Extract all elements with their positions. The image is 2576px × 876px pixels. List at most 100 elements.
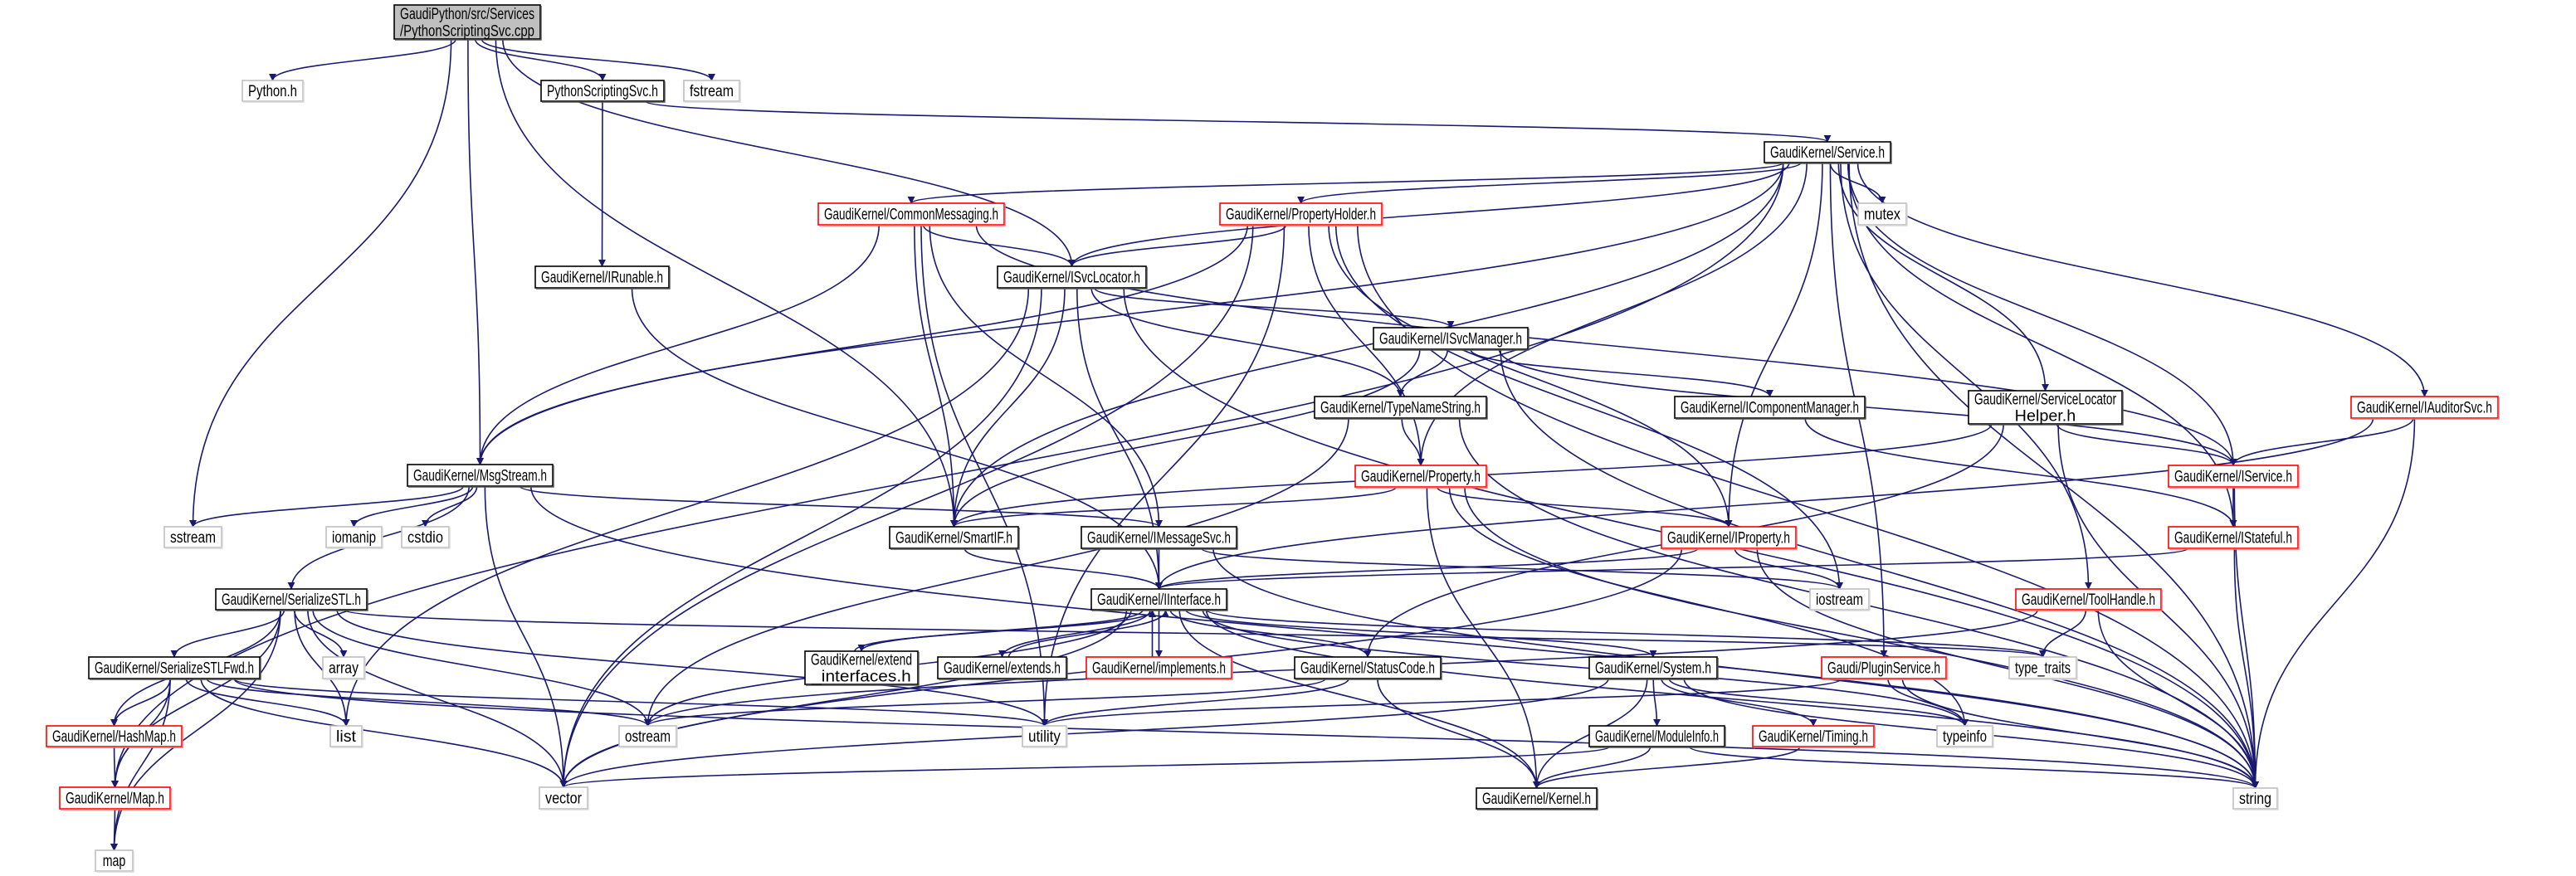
edge-service-to-iproperty: [1725, 162, 1823, 528]
edge-serializestl-to-array: [294, 609, 348, 658]
node-service[interactable]: GaudiKernel/Service.h: [1764, 141, 1892, 164]
node-box: [1936, 725, 1993, 747]
node-box: [1588, 656, 1718, 679]
node-shadow: [2169, 466, 2300, 489]
node-map[interactable]: map: [95, 849, 134, 873]
node-box: [817, 202, 1005, 226]
node-propholder[interactable]: GaudiKernel/PropertyHolder.h: [1219, 202, 1383, 226]
node-isvcloc[interactable]: GaudiKernel/ISvcLocator.h: [997, 265, 1148, 290]
node-cstdio[interactable]: cstdio: [401, 526, 451, 549]
edge-service-to-propholder: [1297, 162, 1802, 204]
node-shadow: [939, 658, 1068, 680]
node-iproperty[interactable]: GaudiKernel/IProperty.h: [1661, 526, 1798, 550]
edge-smartif-to-iinterface: [964, 548, 1163, 590]
node-kernel[interactable]: GaudiKernel/Kernel.h: [1476, 787, 1598, 810]
node-hashmap[interactable]: GaudiKernel/HashMap.h: [46, 725, 183, 748]
node-box: [1821, 656, 1947, 679]
node-toolhandle[interactable]: GaudiKernel/ToolHandle.h: [2015, 588, 2163, 611]
node-shadow: [395, 6, 542, 41]
node-root[interactable]: GaudiPython/src/Services/PythonScripting…: [393, 4, 542, 41]
node-serializestl[interactable]: GaudiKernel/SerializeSTL.h: [215, 588, 368, 611]
edge-propholder-to-isvcloc: [1068, 224, 1287, 267]
node-box: [322, 656, 365, 679]
node-commsg[interactable]: GaudiKernel/CommonMessaging.h: [817, 202, 1006, 226]
node-plugin[interactable]: Gaudi/PluginService.h: [1821, 656, 1948, 680]
node-shadow: [96, 851, 134, 873]
node-label: GaudiKernel/ModuleInfo.h: [1595, 728, 1719, 746]
node-box: [1968, 390, 2123, 425]
node-shadow: [1859, 204, 1908, 226]
node-sstream[interactable]: sstream: [163, 526, 223, 549]
node-iservice[interactable]: GaudiKernel/IService.h: [2168, 465, 2300, 489]
node-isvcmgr[interactable]: GaudiKernel/ISvcManager.h: [1373, 327, 1530, 351]
edge-root-to-isvcloc: [501, 38, 1076, 267]
node-label: sstream: [170, 529, 216, 547]
node-box: [2350, 396, 2499, 419]
node-statuscode[interactable]: GaudiKernel/StatusCode.h: [1294, 656, 1442, 680]
edge-service-to-slhelper: [1837, 162, 2049, 392]
node-fwd[interactable]: GaudiKernel/SerializeSTLFwd.h: [88, 656, 261, 680]
node-iostream[interactable]: iostream: [1809, 588, 1871, 611]
node-array[interactable]: array: [322, 656, 366, 680]
node-shadow: [685, 81, 741, 103]
node-iauditor[interactable]: GaudiKernel/IAuditorSvc.h: [2350, 396, 2500, 420]
nodes-layer: GaudiPython/src/Services/PythonScripting…: [46, 4, 2500, 873]
node-vector[interactable]: vector: [539, 786, 589, 810]
node-ostream[interactable]: ostream: [618, 725, 678, 748]
node-label: GaudiPython/src/Services: [400, 6, 534, 23]
node-istateful[interactable]: GaudiKernel/IStateful.h: [2168, 526, 2300, 550]
node-shadow: [402, 528, 451, 549]
node-typetraits[interactable]: type_traits: [2008, 656, 2078, 680]
node-system[interactable]: GaudiKernel/System.h: [1588, 656, 1719, 680]
edge-iinterface-to-typetraits: [1205, 609, 2047, 658]
node-maph[interactable]: GaudiKernel/Map.h: [59, 786, 172, 810]
edge-iinterface-to-system: [1185, 609, 1657, 658]
node-string[interactable]: string: [2232, 787, 2279, 810]
node-box: [1354, 465, 1487, 488]
edge-propholder-to-iostream: [1334, 224, 1843, 590]
edge-service-to-istateful: [1847, 162, 2237, 528]
node-utility[interactable]: utility: [1022, 725, 1068, 748]
node-icompmgr[interactable]: GaudiKernel/IComponentManager.h: [1674, 396, 1866, 420]
node-extends[interactable]: GaudiKernel/extends.h: [937, 656, 1068, 680]
node-box: [1752, 725, 1875, 747]
node-label: GaudiKernel/Timing.h: [1759, 728, 1868, 746]
node-iinterface[interactable]: GaudiKernel/IInterface.h: [1090, 588, 1228, 611]
node-list[interactable]: list: [329, 725, 363, 748]
edge-toolhandle-to-typetraits: [2039, 609, 2087, 658]
node-typename[interactable]: GaudiKernel/TypeNameString.h: [1314, 396, 1488, 420]
node-box: [1857, 202, 1907, 226]
node-irunable[interactable]: GaudiKernel/IRunable.h: [534, 265, 671, 290]
node-shadow: [1221, 204, 1383, 226]
node-shadow: [819, 204, 1006, 226]
node-pss[interactable]: PythonScriptingSvc.h: [540, 80, 666, 103]
edge-property-to-iproperty: [1436, 486, 1733, 528]
edge-system-to-vector: [559, 678, 1609, 788]
node-moduleinfo[interactable]: GaudiKernel/ModuleInfo.h: [1588, 725, 1726, 748]
edge-serializestl-to-utility: [336, 609, 1048, 727]
edge-iinterface-to-kernel: [1178, 609, 1540, 789]
node-fstream[interactable]: fstream: [683, 80, 741, 103]
edge-serializestl-to-maph: [111, 609, 281, 788]
edge-service-to-mutex: [1829, 162, 1886, 204]
node-typeinfo[interactable]: typeinfo: [1936, 725, 1994, 748]
node-implements[interactable]: GaudiKernel/implements.h: [1086, 656, 1233, 680]
node-shadow: [2017, 590, 2163, 611]
node-timing[interactable]: GaudiKernel/Timing.h: [1752, 725, 1876, 748]
node-box: [46, 725, 183, 747]
node-msgstream[interactable]: GaudiKernel/MsgStream.h: [407, 464, 554, 488]
node-extendif[interactable]: GaudiKernel/extend_interfaces.h: [804, 650, 920, 686]
edge-system-to-typeinfo: [1668, 678, 1969, 727]
node-property[interactable]: GaudiKernel/Property.h: [1354, 465, 1488, 489]
node-mutex[interactable]: mutex: [1857, 202, 1908, 226]
node-smartif[interactable]: GaudiKernel/SmartIF.h: [889, 526, 1020, 550]
node-shadow: [61, 788, 172, 810]
node-iomanip[interactable]: iomanip: [325, 526, 383, 549]
node-python[interactable]: Python.h: [242, 80, 305, 103]
edge-isvcloc-to-isvcmgr: [1093, 287, 1455, 328]
edge-property-to-typeinfo: [1448, 486, 1969, 727]
node-imsgsvc[interactable]: GaudiKernel/IMessageSvc.h: [1081, 526, 1238, 550]
node-box: [2168, 526, 2299, 549]
node-box: [804, 650, 919, 685]
